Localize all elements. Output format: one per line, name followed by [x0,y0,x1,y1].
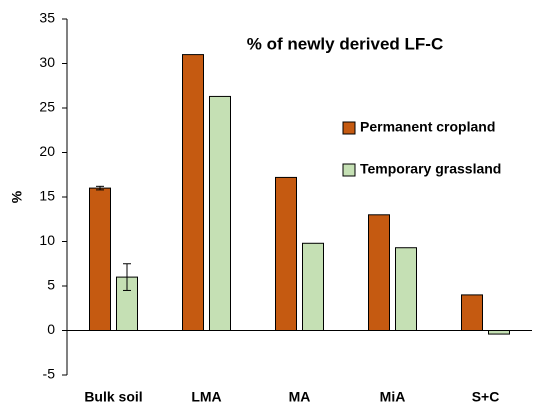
legend-label: Temporary grassland [360,161,501,177]
bar [209,95,231,332]
bar [368,214,390,331]
y-tick-label: 15 [39,188,55,204]
bar [275,176,297,331]
bar [89,187,111,331]
bar [488,330,510,335]
x-tick-label: S+C [472,389,500,405]
error-bar [123,263,131,291]
legend-swatch [342,121,356,135]
error-bar [96,185,104,191]
y-tick-label: 0 [47,321,55,337]
x-tick-label: Bulk soil [84,389,142,405]
x-tick-label: MiA [380,389,406,405]
bar [182,54,204,331]
y-tick-label: 25 [39,99,55,115]
x-tick-label: LMA [191,389,221,405]
chart-title: % of newly derived LF-C [247,34,443,53]
y-tick-label: 10 [39,232,55,248]
y-tick-label: 5 [47,277,55,293]
bar [395,247,417,331]
y-tick-label: 30 [39,54,55,70]
bar [461,294,483,331]
y-axis-label: % [9,190,25,203]
y-tick-label: 20 [39,143,55,159]
y-tick-label: 35 [39,10,55,26]
legend-swatch [342,163,356,177]
legend-label: Permanent cropland [360,119,495,135]
bar [302,242,324,331]
y-tick-label: -5 [43,366,56,382]
x-tick-label: MA [289,389,311,405]
